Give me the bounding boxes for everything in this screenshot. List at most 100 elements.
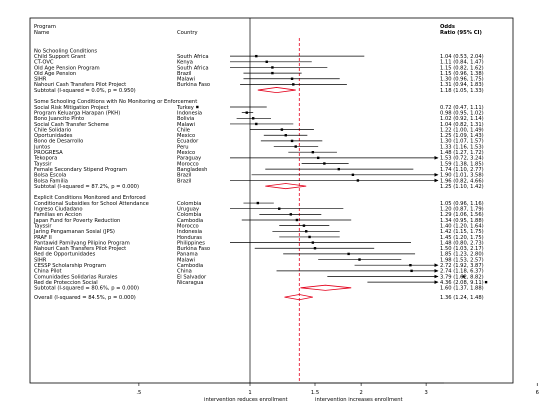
row-program-name: Old Age Pension Program (34, 65, 100, 71)
point-estimate (311, 151, 315, 154)
ci-arrow (434, 280, 439, 284)
row-odds-ratio: 1.34 (0.95, 1.88) (440, 218, 484, 224)
point-estimate (271, 71, 274, 75)
point-estimate (255, 122, 258, 126)
row-odds-ratio: 1.04 (0.82, 1.31) (440, 122, 484, 128)
x-tick-label: 1 (248, 390, 251, 396)
row-country: Philippines (177, 240, 205, 246)
ci-arrow (434, 156, 439, 160)
row-program-name: Bolsa Escola (34, 173, 66, 179)
header-program: Program (34, 24, 56, 30)
row-country: Turkey (176, 105, 194, 111)
point-estimate (313, 247, 317, 250)
row-program-name: Pantawid Pamilyang Pilipino Program (34, 240, 130, 246)
point-estimate (316, 156, 320, 160)
row-odds-ratio: 0.98 (0.95, 1.02) (440, 110, 484, 116)
header-program-name: Name (34, 30, 49, 36)
point-estimate (284, 134, 287, 137)
row-country: Malawi (177, 77, 195, 83)
point-estimate (294, 145, 297, 148)
point-estimate (290, 77, 294, 80)
row-odds-ratio: 1.05 (0.96, 1.16) (440, 201, 484, 207)
row-program-name: Comunidades Solidarias Rurales (34, 274, 118, 280)
row-country: Chile (177, 127, 190, 133)
row-odds-ratio: 1.25 (1.09, 1.43) (440, 133, 484, 139)
row-country: South Africa (177, 54, 209, 60)
x-axis-ticks: .5 1 1.5 2 3 6 (136, 383, 539, 396)
row-country: Brazil (177, 71, 191, 77)
row-program-name: Conditional Subsidies for School Attenda… (34, 201, 149, 207)
subtotal-odds-ratio: 1.25 (1.10, 1.42) (440, 184, 484, 190)
row-program-name: Jaring Pengamanan Sosial (JPS) (33, 229, 115, 235)
point-estimate (337, 167, 340, 171)
overall-odds-ratio: 1.36 (1.24, 1.48) (440, 295, 484, 301)
subtotal-diamond (300, 284, 352, 291)
row-program-name: Tekopora (33, 156, 57, 162)
row-country: Panama (177, 252, 198, 258)
point-estimate (484, 280, 488, 284)
row-program-name: Female Secondary Stipend Program (34, 167, 127, 173)
point-estimate (347, 252, 350, 256)
point-estimate (323, 162, 326, 165)
point-estimate (295, 218, 299, 222)
row-program-name: CT-OVC (34, 60, 54, 66)
row-odds-ratio: 3.79 (1.62, 8.82) (440, 274, 484, 280)
subtotal-odds-ratio: 1.60 (1.37, 1.88) (440, 286, 484, 292)
row-program-name: Nahouri Cash Transfers Pilot Project (34, 82, 126, 88)
point-estimate (280, 128, 284, 131)
row-country: Bangladesh (177, 167, 207, 173)
row-program-name: Nahouri Cash Transfers Pilot Project (34, 246, 126, 252)
row-program-name: PROGRESA (34, 150, 63, 156)
row-program-name: Red de Opportunidades (34, 252, 96, 258)
row-country: Ecuador (177, 139, 199, 145)
header-odds-ratio-ci: Ratio (95% CI) (440, 30, 482, 36)
subtotal-label: Subtotal (I-squared = 87.2%, p = 0.000) (34, 184, 139, 190)
point-estimate (462, 275, 465, 278)
row-country: South Africa (177, 65, 209, 71)
overall-label: Overall (I-squared = 84.5%, p = 0.000) (34, 295, 136, 301)
row-program-name: Oportunidades (34, 133, 73, 139)
point-estimate (245, 111, 248, 114)
row-program-name: PRAF II (34, 235, 52, 241)
header-country: Country (177, 30, 198, 36)
row-country: Mexico (177, 150, 195, 156)
row-program-name: Bono Juancito Pinto (34, 116, 84, 122)
group-heading: No Schooling Conditions (34, 48, 97, 54)
point-estimate (292, 83, 295, 86)
row-country: Kenya (177, 60, 193, 66)
row-program-name: Japan Fund for Poverty Reduction (33, 218, 120, 224)
row-program-name: Ingreso Ciudadano (34, 207, 83, 213)
subtotal-diamond (265, 183, 307, 190)
row-odds-ratio: 2.72 (1.92, 3.87) (440, 263, 484, 269)
row-program-name: Tayssir (33, 223, 52, 229)
point-estimate (356, 179, 360, 182)
ci-arrow (434, 274, 439, 279)
point-estimate (409, 264, 412, 267)
row-program-name: Old Age Pension (34, 71, 76, 77)
row-odds-ratio: 1.04 (0.53, 2.04) (440, 54, 484, 60)
row-odds-ratio: 1.33 (1.16, 1.53) (440, 144, 484, 150)
point-estimate (289, 213, 293, 216)
row-program-name: Social Risk Mitigation Project (34, 105, 109, 111)
subtotal-label: Subtotal (I-squared = 80.6%, p = 0.000) (34, 286, 139, 292)
row-odds-ratio: 1.40 (1.20, 1.64) (440, 223, 484, 229)
row-odds-ratio: 1.53 (0.72, 3.24) (440, 156, 484, 162)
ci-arrow (434, 269, 439, 273)
row-odds-ratio: 1.48 (0.80, 2.73) (440, 240, 484, 246)
row-country: Indonesia (177, 229, 202, 235)
point-estimate (271, 66, 274, 69)
row-country: China (177, 269, 192, 275)
row-program-name: Social Cash Transfer Scheme (34, 122, 109, 128)
point-estimate (255, 54, 258, 58)
point-estimate (251, 117, 255, 120)
row-program-name: Juntos (33, 144, 50, 150)
row-odds-ratio: 1.98 (1.53, 2.57) (440, 257, 484, 263)
row-country: Peru (177, 144, 189, 150)
row-odds-ratio: 1.31 (0.94, 1.83) (440, 82, 484, 88)
row-program-name: Chile Solidario (34, 127, 71, 133)
point-estimate (305, 230, 308, 233)
row-country: Nicaragua (177, 280, 203, 286)
row-program-name: Familias en Accion (34, 212, 82, 218)
row-program-name: Program Keluarga Harapan (PKH) (34, 110, 120, 116)
row-odds-ratio: 1.30 (1.07, 1.57) (440, 139, 484, 145)
